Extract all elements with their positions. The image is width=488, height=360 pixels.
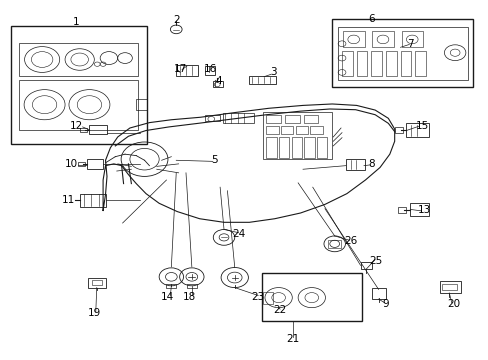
Bar (360, 262, 371, 269)
Bar (212, 81, 222, 87)
Text: 13: 13 (417, 206, 430, 216)
Text: 5: 5 (210, 155, 217, 165)
Bar (222, 113, 254, 123)
Bar (89, 126, 107, 134)
Text: 12: 12 (69, 121, 83, 131)
Bar (266, 126, 278, 134)
Bar (249, 76, 276, 84)
Bar (261, 273, 361, 320)
Text: 20: 20 (447, 299, 460, 309)
Text: 2: 2 (173, 15, 179, 26)
Text: 21: 21 (286, 333, 299, 343)
Bar (409, 203, 428, 216)
Bar (204, 66, 215, 75)
Text: 22: 22 (273, 305, 286, 315)
Bar (88, 278, 105, 288)
Text: 4: 4 (215, 76, 222, 86)
Bar (279, 137, 289, 158)
Bar (295, 126, 307, 134)
Text: 1: 1 (73, 17, 80, 27)
Bar (303, 116, 318, 123)
Bar (166, 284, 176, 288)
Bar (328, 239, 340, 248)
Bar (400, 51, 410, 76)
Text: 9: 9 (382, 299, 388, 309)
Bar (439, 281, 461, 293)
Bar (401, 31, 423, 47)
Bar (341, 51, 352, 76)
Bar (371, 31, 393, 47)
Bar (317, 137, 327, 158)
Text: 11: 11 (61, 195, 75, 205)
Bar (304, 137, 314, 158)
Bar (281, 126, 293, 134)
Bar (397, 207, 406, 213)
Bar (385, 51, 396, 76)
Bar (266, 116, 281, 123)
Bar (92, 280, 102, 285)
Text: 3: 3 (270, 67, 277, 77)
Bar (176, 65, 198, 76)
Bar (345, 159, 365, 170)
Bar (371, 288, 385, 299)
Bar (186, 284, 196, 288)
Bar (285, 116, 299, 123)
Bar (136, 99, 147, 110)
Bar (370, 51, 381, 76)
Bar (11, 26, 147, 144)
Bar (394, 127, 402, 134)
Text: 18: 18 (183, 292, 196, 302)
Bar (263, 112, 331, 159)
Text: 16: 16 (203, 64, 217, 74)
Bar (291, 137, 302, 158)
Text: 14: 14 (161, 292, 174, 302)
Text: 8: 8 (367, 159, 374, 169)
Bar (356, 51, 366, 76)
Text: 6: 6 (367, 14, 374, 24)
Text: 26: 26 (344, 236, 357, 246)
Text: 23: 23 (251, 292, 264, 302)
Text: 15: 15 (415, 121, 428, 131)
Bar (310, 126, 322, 134)
Bar (87, 159, 103, 169)
Bar (337, 27, 467, 80)
Bar (80, 194, 105, 207)
Bar (80, 128, 86, 132)
Bar (205, 116, 220, 121)
Bar (414, 51, 425, 76)
Bar (19, 80, 138, 130)
Bar (19, 43, 138, 76)
Bar (406, 123, 428, 137)
Text: 7: 7 (406, 39, 413, 49)
Bar (342, 31, 364, 47)
Text: 10: 10 (65, 159, 78, 169)
Bar (263, 292, 272, 304)
Bar (78, 162, 84, 166)
Text: 17: 17 (173, 64, 186, 74)
Text: 24: 24 (231, 229, 245, 239)
Bar (266, 137, 276, 158)
Bar (331, 19, 472, 87)
Bar (441, 284, 456, 291)
Text: 19: 19 (87, 308, 101, 318)
Text: 25: 25 (369, 256, 382, 266)
